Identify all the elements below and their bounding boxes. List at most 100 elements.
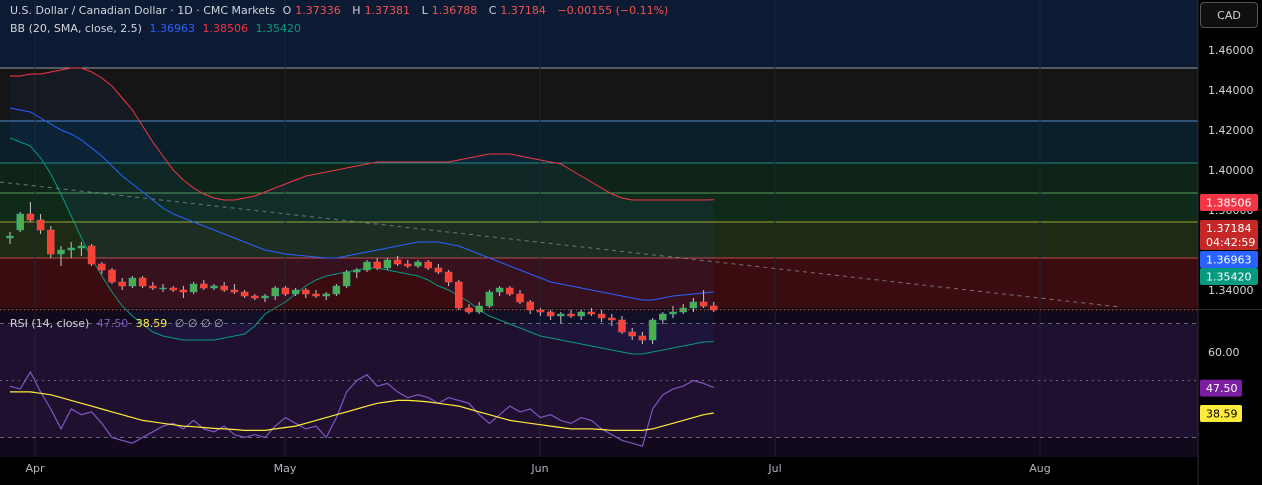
candle-body — [271, 287, 279, 297]
candle — [628, 328, 636, 340]
candle — [495, 286, 504, 296]
candle-body — [230, 289, 239, 293]
candle — [577, 310, 585, 320]
rsi-legend[interactable]: RSI (14, close) 47.50 38.59 ∅ ∅ ∅ ∅ — [10, 317, 228, 330]
candle — [699, 290, 708, 308]
candle-body — [444, 271, 453, 283]
bb-legend[interactable]: BB (20, SMA, close, 2.5) 1.36963 1.38506… — [10, 22, 305, 35]
candle-body — [47, 229, 55, 255]
time-label-jun: Jun — [530, 462, 548, 475]
candle — [149, 282, 157, 290]
price-tick-label: 1.46000 — [1208, 44, 1254, 57]
candle — [16, 212, 24, 232]
candle — [485, 290, 494, 308]
candle-body — [251, 295, 259, 299]
candle — [526, 300, 534, 314]
badge-bb-lower: 1.35420 — [1206, 271, 1252, 284]
candle-body — [404, 263, 412, 267]
candle — [312, 290, 320, 298]
badge-rsi: 47.50 — [1206, 382, 1238, 395]
candle — [373, 258, 381, 270]
candle — [6, 232, 14, 244]
candle — [332, 284, 341, 296]
time-label-jul: Jul — [767, 462, 781, 475]
trend-line — [0, 181, 1121, 308]
time-label-aug: Aug — [1029, 462, 1050, 475]
candle — [587, 308, 596, 316]
badge-rsi-ma: 38.59 — [1206, 408, 1238, 421]
candle — [67, 242, 75, 258]
candle-body — [587, 311, 596, 315]
candle — [597, 310, 606, 322]
candle-body — [332, 285, 341, 295]
candle — [189, 282, 198, 294]
candle-body — [322, 293, 330, 297]
candle — [128, 276, 137, 288]
candle-body — [628, 331, 636, 337]
candle — [200, 280, 208, 290]
ohlc-change: −0.00155 (−0.11%) — [557, 4, 669, 17]
ohlc-low: L 1.36788 — [421, 4, 478, 17]
candle — [251, 294, 259, 300]
candle — [506, 286, 514, 296]
symbol-header: U.S. Dollar / Canadian Dollar · 1D · CMC… — [10, 4, 672, 17]
zone-band-1 — [0, 0, 1198, 68]
ohlc-close: C 1.37184 — [488, 4, 546, 17]
badge-bb-basis: 1.36963 — [1206, 254, 1252, 267]
badge-rsi-ma-bg — [1200, 405, 1242, 423]
candle-body — [577, 311, 585, 317]
candle — [363, 260, 371, 272]
candle — [342, 270, 351, 288]
candle-body — [210, 285, 218, 289]
bb-fill — [10, 68, 714, 354]
price-tick-label: 1.42000 — [1208, 124, 1254, 137]
candle-body — [710, 305, 718, 311]
candle-body — [98, 263, 106, 271]
candle-body — [138, 277, 147, 287]
candle — [455, 280, 463, 310]
candle — [648, 318, 657, 344]
time-label-may: May — [274, 462, 297, 475]
candle — [98, 262, 106, 274]
candle — [169, 286, 177, 292]
candle-body — [128, 277, 137, 287]
candle — [36, 214, 45, 234]
candle — [679, 304, 687, 314]
candle-body — [506, 287, 514, 295]
rsi-ma-value: 38.59 — [135, 317, 168, 330]
candle-body — [342, 271, 351, 287]
candle-body — [169, 287, 177, 291]
candle-body — [363, 261, 371, 271]
candle — [108, 268, 116, 284]
rsi-line — [9, 370, 715, 447]
candle-body — [393, 259, 402, 265]
candle — [383, 258, 392, 270]
candle-body — [149, 285, 157, 289]
time-axis-bg — [0, 457, 1198, 485]
candle — [689, 298, 698, 312]
candle-body — [546, 311, 555, 317]
candle — [291, 288, 300, 296]
candle-body — [597, 313, 606, 319]
candle — [414, 260, 422, 268]
candle-body — [638, 335, 647, 341]
symbol-title: U.S. Dollar / Canadian Dollar · 1D · CMC… — [10, 4, 276, 17]
candle-body — [57, 249, 65, 255]
candle-body — [434, 267, 443, 273]
candle — [220, 282, 228, 292]
zone-band-6 — [0, 222, 1198, 258]
rsi-extra: ∅ ∅ ∅ ∅ — [174, 317, 224, 330]
candle — [26, 202, 35, 222]
candle — [638, 332, 647, 344]
candle-body — [353, 269, 361, 273]
candle-body — [312, 293, 320, 297]
currency-button[interactable]: CAD — [1200, 2, 1258, 28]
rsi-tick-label: 60.00 — [1208, 346, 1240, 359]
candle — [424, 260, 432, 270]
candle — [322, 292, 330, 300]
candle-body — [67, 247, 75, 251]
badge-countdown: 04:42:59 — [1206, 236, 1255, 249]
bb-lower-value: 1.35420 — [255, 22, 301, 35]
